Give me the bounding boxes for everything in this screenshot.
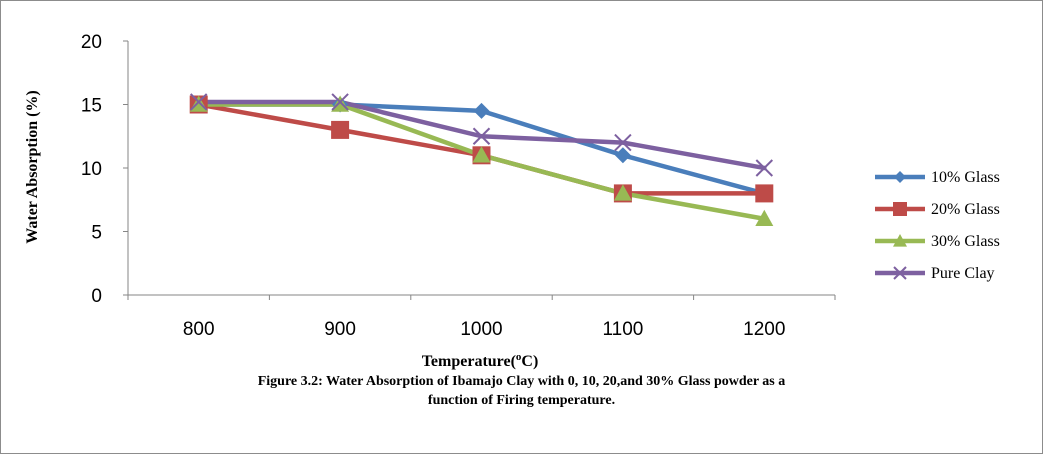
axes xyxy=(123,40,836,300)
triangle-marker xyxy=(893,234,907,247)
legend-label: 30% Glass xyxy=(931,233,1000,250)
y-tick-label: 0 xyxy=(91,286,102,307)
figure-caption-line-2: function of Firing temperature. xyxy=(427,393,616,408)
x-tick-labels: 800 900 1000 1100 1200 xyxy=(183,319,786,340)
legend-label: Pure Clay xyxy=(931,265,995,282)
triangle-marker xyxy=(472,146,491,163)
y-tick-label: 15 xyxy=(81,96,102,117)
legend-item: 10% Glass xyxy=(875,169,1000,186)
legend-item: 20% Glass xyxy=(875,201,1000,218)
x-axis-label: Temperature(oC) xyxy=(422,351,539,370)
x-tick-label: 800 xyxy=(183,319,215,340)
triangle-marker xyxy=(613,184,632,201)
y-tick-labels: 0 5 10 15 20 xyxy=(81,32,102,307)
legend: 10% Glass 20% Glass 30% Glass Pure Clay xyxy=(875,169,1000,282)
legend-item: 30% Glass xyxy=(875,233,1000,250)
square-marker xyxy=(893,202,907,216)
x-marker xyxy=(614,133,632,152)
figure-caption-line-1: Figure 3.2: Water Absorption of Ibamajo … xyxy=(257,374,786,389)
legend-label: 20% Glass xyxy=(931,201,1000,218)
y-axis-label: Water Absorption (%) xyxy=(24,90,41,243)
x-marker xyxy=(189,93,208,111)
legend-item: Pure Clay xyxy=(875,265,995,282)
x-marker xyxy=(331,93,349,111)
y-tick-label: 10 xyxy=(81,159,102,180)
diamond-marker xyxy=(614,147,631,164)
square-marker xyxy=(755,184,774,203)
x-tick-label: 900 xyxy=(324,319,356,340)
series-markers xyxy=(189,93,774,226)
x-tick-label: 1200 xyxy=(743,319,785,340)
triangle-marker xyxy=(755,209,774,226)
diamond-marker xyxy=(473,102,490,119)
x-marker xyxy=(755,159,774,177)
x-tick-label: 1100 xyxy=(602,319,643,340)
diamond-marker xyxy=(894,171,906,183)
x-marker xyxy=(893,266,907,280)
x-marker xyxy=(472,127,491,145)
x-tick-label: 1000 xyxy=(460,319,502,340)
y-tick-label: 20 xyxy=(81,32,102,53)
square-marker xyxy=(331,120,350,139)
y-tick-label: 5 xyxy=(91,223,102,244)
legend-label: 10% Glass xyxy=(931,169,1000,186)
